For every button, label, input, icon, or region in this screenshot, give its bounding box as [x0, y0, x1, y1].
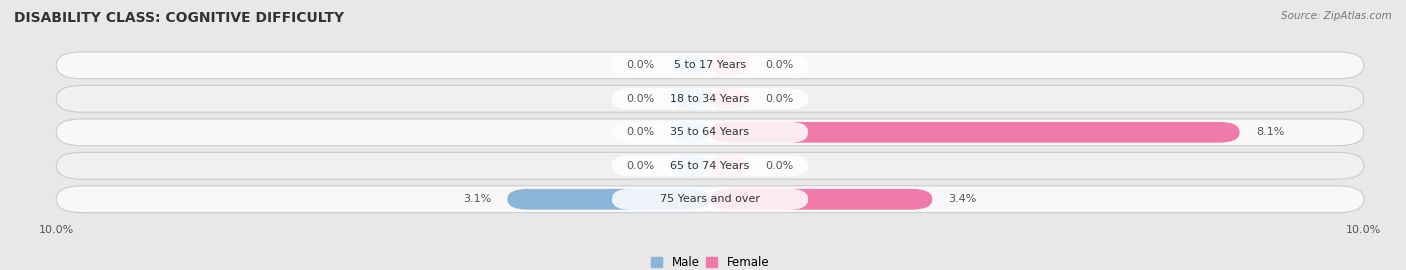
FancyBboxPatch shape	[612, 155, 808, 177]
Text: 3.1%: 3.1%	[463, 194, 491, 204]
FancyBboxPatch shape	[612, 188, 808, 210]
Text: 18 to 34 Years: 18 to 34 Years	[671, 94, 749, 104]
FancyBboxPatch shape	[56, 119, 1364, 146]
Text: DISABILITY CLASS: COGNITIVE DIFFICULTY: DISABILITY CLASS: COGNITIVE DIFFICULTY	[14, 11, 344, 25]
Text: 0.0%: 0.0%	[766, 94, 794, 104]
FancyBboxPatch shape	[612, 55, 808, 76]
Text: 65 to 74 Years: 65 to 74 Years	[671, 161, 749, 171]
Text: 8.1%: 8.1%	[1256, 127, 1284, 137]
FancyBboxPatch shape	[56, 52, 1364, 79]
FancyBboxPatch shape	[508, 189, 710, 210]
Text: 5 to 17 Years: 5 to 17 Years	[673, 60, 747, 70]
FancyBboxPatch shape	[710, 89, 749, 109]
FancyBboxPatch shape	[612, 122, 808, 143]
FancyBboxPatch shape	[710, 55, 749, 76]
Text: 0.0%: 0.0%	[626, 127, 654, 137]
FancyBboxPatch shape	[671, 156, 710, 176]
FancyBboxPatch shape	[671, 55, 710, 76]
Text: 0.0%: 0.0%	[626, 94, 654, 104]
FancyBboxPatch shape	[671, 89, 710, 109]
Text: 3.4%: 3.4%	[949, 194, 977, 204]
Text: 75 Years and over: 75 Years and over	[659, 194, 761, 204]
Text: Source: ZipAtlas.com: Source: ZipAtlas.com	[1281, 11, 1392, 21]
FancyBboxPatch shape	[56, 186, 1364, 213]
Legend: Male, Female: Male, Female	[645, 251, 775, 270]
FancyBboxPatch shape	[56, 152, 1364, 179]
Text: 0.0%: 0.0%	[626, 161, 654, 171]
Text: 0.0%: 0.0%	[766, 60, 794, 70]
Text: 0.0%: 0.0%	[626, 60, 654, 70]
FancyBboxPatch shape	[710, 189, 932, 210]
FancyBboxPatch shape	[710, 122, 1240, 143]
FancyBboxPatch shape	[710, 156, 749, 176]
FancyBboxPatch shape	[56, 85, 1364, 112]
FancyBboxPatch shape	[671, 122, 710, 143]
FancyBboxPatch shape	[612, 88, 808, 110]
Text: 0.0%: 0.0%	[766, 161, 794, 171]
Text: 35 to 64 Years: 35 to 64 Years	[671, 127, 749, 137]
